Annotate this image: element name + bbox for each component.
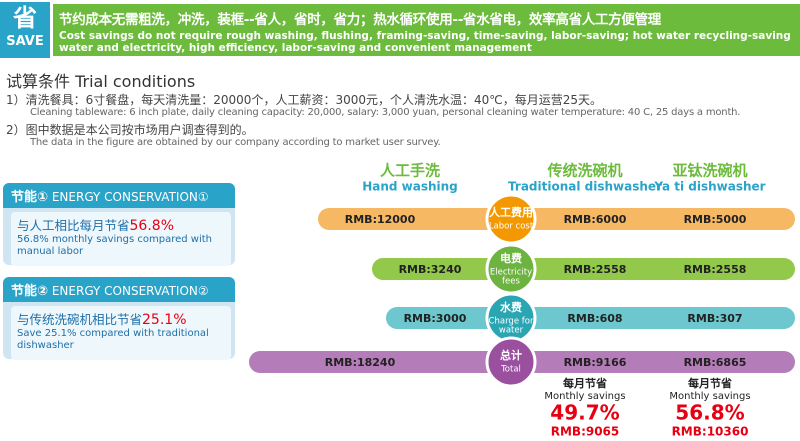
row-label-en: water	[499, 326, 524, 336]
row-badge	[485, 193, 537, 245]
savings-percent: 56.8%	[675, 401, 744, 425]
save-badge: 省 SAVE	[0, 2, 50, 58]
condition-cn: 2）图中数据是本公司按市场用户调查得到的。	[6, 123, 254, 137]
panel-head: 节能① ENERGY CONSERVATION①	[3, 183, 235, 208]
savings-label-en: Monthly savings	[669, 391, 750, 402]
row-label-cn: 总计	[500, 348, 522, 362]
row-value: RMB:3000	[404, 312, 467, 325]
savings-label-cn: 每月节省	[563, 376, 607, 390]
row-value: RMB:12000	[345, 213, 416, 226]
row-value: RMB:3240	[399, 263, 462, 276]
panel-body: 与传统洗碗机相比节省25.1% Save 25.1% compared with…	[11, 306, 231, 360]
row-label-cn: 人工费用	[489, 205, 533, 219]
condition-en: Cleaning tableware: 6 inch plate, daily …	[30, 107, 741, 118]
panel-head: 节能② ENERGY CONSERVATION②	[3, 277, 235, 302]
banner-subtitle: Cost savings do not require rough washin…	[59, 30, 791, 54]
row-value: RMB:5000	[684, 213, 747, 226]
row-value: RMB:9166	[564, 356, 627, 369]
row-value: RMB:18240	[325, 356, 396, 369]
row-label-en: Total	[500, 365, 521, 375]
panel-text: 与人工相比每月节省	[17, 218, 130, 233]
panel-title: 节能①	[11, 190, 49, 205]
panel-detail: 56.8% monthly savings compared with manu…	[17, 234, 213, 257]
panel-main: 与人工相比每月节省56.8%	[17, 215, 225, 234]
banner-title: 节约成本无需粗洗，冲洗，装框--省人，省时，省力；热水循环使用--省水省电，效率…	[59, 12, 662, 28]
column-cn: 传统洗碗机	[546, 162, 622, 180]
savings-amount: RMB:9065	[551, 425, 620, 439]
row-value: RMB:307	[687, 312, 742, 325]
panel-highlight: 25.1%	[142, 312, 187, 328]
badge-cn: 省	[13, 4, 37, 32]
panel-title-en: ENERGY CONSERVATION②	[51, 284, 209, 298]
row-value: RMB:6000	[564, 213, 627, 226]
row-value: RMB:2558	[564, 263, 627, 276]
row-value: RMB:6865	[684, 356, 747, 369]
column-en: Hand washing	[362, 180, 458, 194]
banner: 节约成本无需粗洗，冲洗，装框--省人，省时，省力；热水循环使用--省水省电，效率…	[53, 4, 800, 56]
column-en: Ya ti dishwasher	[653, 180, 765, 194]
row-bar	[318, 208, 795, 230]
panel-highlight: 56.8%	[129, 218, 174, 234]
panel-title-en: ENERGY CONSERVATION①	[51, 190, 209, 204]
savings-percent: 49.7%	[550, 401, 619, 425]
column-cn: 人工手洗	[380, 162, 440, 180]
panel: 节能② ENERGY CONSERVATION② 与传统洗碗机相比节省25.1%…	[3, 277, 235, 360]
row-label-en: Electricity	[490, 268, 532, 278]
column-cn: 亚钛洗碗机	[672, 162, 747, 180]
row-label-cn: 水费	[500, 300, 522, 314]
panel-body: 与人工相比每月节省56.8% 56.8% monthly savings com…	[11, 212, 231, 266]
row-bar	[372, 258, 795, 280]
row-label-cn: 电费	[500, 251, 522, 265]
row-label-en: fees	[502, 277, 520, 287]
badge-en: SAVE	[6, 34, 44, 49]
conditions-title: 试算条件 Trial conditions	[6, 72, 196, 91]
row-value: RMB:608	[567, 312, 622, 325]
column-en: Traditional dishwasher	[508, 180, 662, 194]
row-badge	[485, 336, 537, 388]
condition-en: The data in the figure are obtained by o…	[30, 137, 441, 148]
panel-title: 节能②	[11, 284, 49, 299]
panel-detail: Save 25.1% compared with traditional dis…	[17, 328, 209, 351]
panel-text: 与传统洗碗机相比节省	[17, 312, 143, 327]
panel-main: 与传统洗碗机相比节省25.1%	[17, 309, 225, 328]
row-label-en: Labor cost	[489, 222, 534, 232]
savings-amount: RMB:10360	[672, 425, 749, 439]
condition-cn: 1）清洗餐具：6寸餐盘，每天清洗量：20000个，人工薪资：3000元，个人清洗…	[6, 93, 603, 107]
savings-label-cn: 每月节省	[688, 376, 732, 390]
row-value: RMB:2558	[684, 263, 747, 276]
panel: 节能① ENERGY CONSERVATION① 与人工相比每月节省56.8% …	[3, 183, 235, 266]
row-label-en: Charge for	[489, 317, 534, 327]
savings-label-en: Monthly savings	[544, 391, 625, 402]
